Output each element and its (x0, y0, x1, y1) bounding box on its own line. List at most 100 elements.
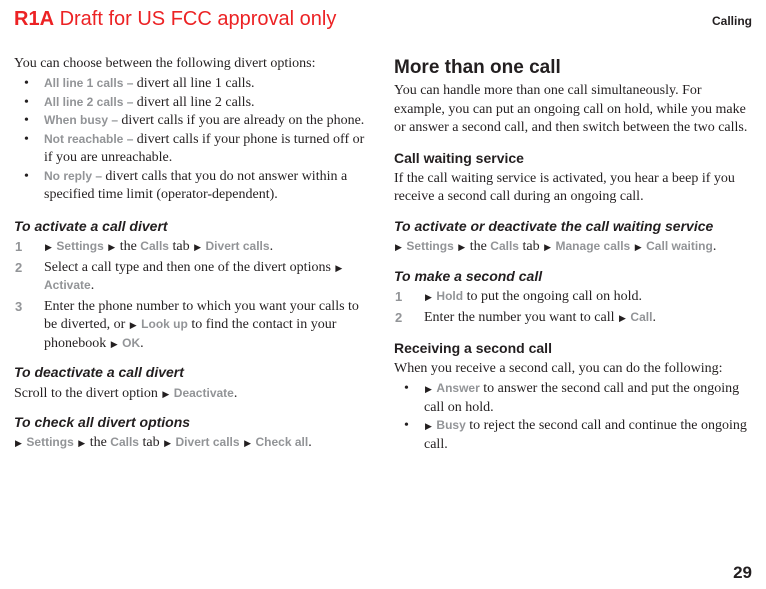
option-desc: divert calls if you are already on the p… (121, 113, 364, 128)
text: the (86, 435, 110, 450)
nav-arrow-icon: ▶ (108, 242, 115, 254)
step-item: 2 Select a call type and then one of the … (14, 259, 372, 296)
page-header: R1A Draft for US FCC approval only Calli… (0, 0, 766, 37)
nav-arrow-icon: ▶ (45, 242, 52, 254)
option-desc: divert all line 2 calls. (137, 95, 255, 110)
make-second-steps: 1 ▶ Hold to put the ongoing call on hold.… (394, 288, 752, 327)
menu-item: OK (122, 336, 140, 350)
text: the (116, 239, 140, 254)
right-column: More than one call You can handle more t… (394, 55, 752, 466)
nav-arrow-icon: ▶ (619, 313, 626, 325)
menu-item: Answer (436, 381, 479, 395)
menu-item: Settings (26, 435, 73, 449)
step-number: 1 (395, 288, 402, 305)
nav-arrow-icon: ▶ (635, 242, 642, 254)
subhead-deactivate: To deactivate a call divert (14, 363, 372, 381)
nav-arrow-icon: ▶ (335, 263, 342, 275)
nav-arrow-icon: ▶ (78, 438, 85, 450)
text: tab (169, 239, 193, 254)
text: tab (139, 435, 163, 450)
menu-item: Look up (141, 317, 188, 331)
menu-item: Divert calls (176, 435, 240, 449)
menu-item: Hold (436, 289, 463, 303)
section-label: Calling (712, 14, 752, 28)
page-number: 29 (733, 563, 752, 583)
step-number: 2 (15, 259, 22, 276)
heading-more-than-one: More than one call (394, 55, 752, 80)
activate-steps: 1 ▶ Settings ▶ the Calls tab ▶ Divert cal… (14, 238, 372, 353)
divert-options-list: All line 1 calls – divert all line 1 cal… (14, 75, 372, 204)
p-multicall: You can handle more than one call simult… (394, 82, 752, 137)
nav-arrow-icon: ▶ (15, 438, 22, 450)
text: Scroll to the divert option (14, 386, 161, 401)
subhead-activate-waiting: To activate or deactivate the call waiti… (394, 217, 752, 235)
nav-arrow-icon: ▶ (162, 389, 169, 401)
nav-arrow-icon: ▶ (164, 438, 171, 450)
option-desc: divert all line 1 calls. (137, 76, 255, 91)
list-item: All line 1 calls – divert all line 1 cal… (14, 75, 372, 93)
menu-item: Activate (44, 278, 91, 292)
nav-arrow-icon: ▶ (425, 421, 432, 433)
list-item: No reply – divert calls that you do not … (14, 168, 372, 205)
menu-item: Calls (110, 435, 139, 449)
list-item: When busy – divert calls if you are alre… (14, 112, 372, 130)
menu-item: Call waiting (646, 239, 713, 253)
menu-item: Check all (255, 435, 308, 449)
content-columns: You can choose between the following div… (0, 37, 766, 466)
heading-call-waiting: Call waiting service (394, 149, 752, 167)
text: Enter the number you want to call (424, 310, 618, 325)
heading-receiving-second: Receiving a second call (394, 339, 752, 357)
step-item: 3Enter the phone number to which you wan… (14, 298, 372, 353)
nav-arrow-icon: ▶ (425, 292, 432, 304)
list-item: Not reachable – divert calls if your pho… (14, 131, 372, 168)
nav-arrow-icon: ▶ (111, 339, 118, 351)
menu-item: Busy (436, 418, 465, 432)
activate-waiting-path: ▶ Settings ▶ the Calls tab ▶ Manage call… (394, 238, 752, 256)
nav-arrow-icon: ▶ (395, 242, 402, 254)
step-item: 1 ▶ Hold to put the ongoing call on hold. (394, 288, 752, 306)
option-label: All line 1 calls – (44, 76, 137, 90)
nav-arrow-icon: ▶ (244, 438, 251, 450)
list-item: All line 2 calls – divert all line 2 cal… (14, 94, 372, 112)
nav-arrow-icon: ▶ (425, 384, 432, 396)
text: Select a call type and then one of the d… (44, 260, 334, 275)
list-item: ▶ Busy to reject the second call and con… (394, 417, 752, 454)
menu-item: Calls (140, 239, 169, 253)
subhead-check: To check all divert options (14, 413, 372, 431)
text: to put the ongoing call on hold. (463, 289, 642, 304)
step-number: 1 (15, 238, 22, 255)
menu-item: Call (630, 310, 652, 324)
header-left: R1A Draft for US FCC approval only (14, 8, 336, 31)
check-text: ▶ Settings ▶ the Calls tab ▶ Divert call… (14, 434, 372, 452)
menu-item: Calls (490, 239, 519, 253)
nav-arrow-icon: ▶ (194, 242, 201, 254)
menu-item: Manage calls (556, 239, 631, 253)
model-code: R1A (14, 8, 54, 30)
menu-item: Deactivate (174, 386, 234, 400)
text: the (466, 239, 490, 254)
step-number: 2 (395, 309, 402, 326)
nav-arrow-icon: ▶ (544, 242, 551, 254)
option-label: Not reachable – (44, 132, 137, 146)
menu-item: Settings (56, 239, 103, 253)
step-number: 3 (15, 298, 22, 315)
left-column: You can choose between the following div… (14, 55, 372, 466)
menu-item: Divert calls (206, 239, 270, 253)
receiving-options: ▶ Answer to answer the second call and p… (394, 380, 752, 454)
nav-arrow-icon: ▶ (130, 320, 137, 332)
list-item: ▶ Answer to answer the second call and p… (394, 380, 752, 417)
draft-notice: Draft for US FCC approval only (54, 8, 336, 30)
nav-arrow-icon: ▶ (458, 242, 465, 254)
step-item: 2 Enter the number you want to call ▶ Cal… (394, 309, 752, 327)
step-item: 1 ▶ Settings ▶ the Calls tab ▶ Divert cal… (14, 238, 372, 256)
subhead-activate: To activate a call divert (14, 217, 372, 235)
text: to reject the second call and continue t… (424, 418, 747, 451)
option-label: When busy – (44, 113, 121, 127)
option-label: All line 2 calls – (44, 95, 137, 109)
intro-text: You can choose between the following div… (14, 55, 372, 73)
menu-item: Settings (406, 239, 453, 253)
option-label: No reply – (44, 169, 105, 183)
text: tab (519, 239, 543, 254)
subhead-make-second: To make a second call (394, 267, 752, 285)
deactivate-text: Scroll to the divert option ▶ Deactivate… (14, 385, 372, 403)
